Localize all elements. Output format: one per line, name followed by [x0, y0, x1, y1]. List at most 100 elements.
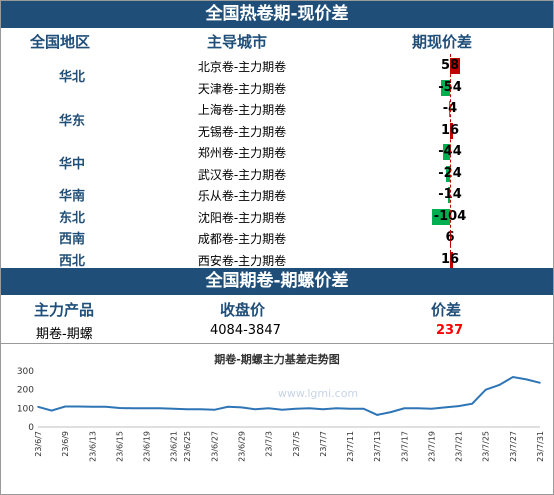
product-value: 期卷-期螺: [36, 327, 93, 342]
data-point: [403, 407, 406, 410]
region-dongbei: 东北: [58, 211, 85, 226]
data-point: [186, 408, 188, 411]
data-point: [37, 406, 39, 408]
x-tick-label: 23/7/3: [265, 431, 274, 457]
x-tick-label: 23/6/9: [61, 431, 70, 457]
data-point: [349, 407, 351, 410]
x-tick-label: 23/6/27: [210, 431, 219, 462]
data-point: [254, 408, 256, 411]
header-city: 主导城市: [207, 33, 268, 51]
basis-trend-chart: 期卷-期螺主力基差走势图 www.lgmi.com 0 100 200 300 23/6/7…: [8, 347, 546, 491]
city-label: 成都卷-主力期卷: [197, 232, 287, 246]
x-tick-label: 23/6/19: [143, 431, 152, 462]
city-label: 西安卷-主力期卷: [197, 253, 287, 268]
data-point: [213, 409, 216, 411]
header-spread: 期现价差: [412, 33, 473, 51]
city-label: 沈阳卷-主力期卷: [197, 210, 287, 225]
data-point: [200, 408, 202, 411]
x-tick-label: 23/7/11: [346, 431, 355, 462]
data-point: [512, 376, 514, 378]
data-point: [295, 407, 297, 410]
header-spread2: 价差: [431, 301, 462, 319]
data-point: [240, 406, 243, 409]
x-tick-label: 23/7/19: [428, 431, 437, 462]
spread-bar: [432, 208, 450, 225]
header-product: 主力产品: [34, 301, 95, 319]
data-point: [77, 405, 80, 408]
data-point: [444, 406, 446, 409]
data-point: [484, 388, 487, 391]
data-point: [457, 405, 460, 407]
x-tick-label: 23/7/17: [400, 431, 409, 462]
data-point: [308, 407, 311, 410]
region-huadong: 华东: [58, 114, 85, 129]
spread-value-label: 6: [445, 230, 455, 245]
data-point: [105, 406, 107, 408]
header-close: 收盘价: [220, 301, 266, 319]
x-tick-label: 23/7/31: [536, 431, 545, 462]
spread-bar: [450, 251, 453, 268]
x-tick-label: 23/6/7: [34, 431, 43, 457]
city-label: 无锡卷-主力期卷: [197, 124, 287, 139]
region-huanan: 华南: [58, 189, 85, 204]
region-xibei: 西北: [58, 254, 85, 269]
section-divider: [1, 343, 553, 344]
city-label: 天津卷-主力期卷: [197, 81, 287, 96]
x-tick-label: 23/6/25: [183, 431, 192, 462]
data-point: [471, 402, 474, 405]
data-point: [145, 407, 148, 410]
x-tick-label: 23/7/21: [455, 431, 464, 462]
data-point: [335, 407, 338, 410]
y-tick-label: 300: [17, 367, 34, 377]
spread-bar: [447, 187, 450, 203]
city-label: 武汉卷-主力期卷: [197, 167, 287, 182]
data-point: [362, 407, 365, 410]
data-point: [159, 407, 161, 410]
city-label: 乐从卷-主力期卷: [197, 189, 287, 203]
data-point: [50, 409, 53, 412]
city-label: 北京卷-主力期卷: [197, 60, 287, 74]
region-huazhong: 华中: [58, 157, 85, 172]
x-tick-label: 23/7/25: [482, 431, 491, 462]
x-tick-label: 23/7/27: [509, 431, 518, 462]
section2-title: 全国期卷-期螺价差: [1, 268, 553, 295]
data-point: [498, 384, 501, 386]
x-tick-label: 23/7/7: [319, 431, 328, 457]
header-region: 全国地区: [30, 33, 91, 51]
basis-series-line: [37, 375, 541, 416]
spread-bar: [449, 101, 450, 117]
data-point: [267, 407, 270, 410]
zero-axis-line: [450, 54, 451, 268]
city-label: 郑州卷-主力期卷: [197, 146, 287, 160]
data-point: [376, 414, 379, 416]
spread-value-label: -104: [433, 208, 467, 224]
spread-bar: [445, 165, 450, 182]
data-point: [281, 409, 284, 411]
spread-value-label: -4: [442, 101, 458, 116]
close-value: 4084-3847: [210, 323, 281, 338]
y-tick-label: 100: [17, 404, 34, 414]
spread-value: 237: [436, 323, 464, 338]
x-tick-label: 23/6/21: [170, 431, 179, 462]
spread-bar: [440, 79, 450, 96]
x-tick-label: 23/6/29: [238, 431, 247, 462]
spread-bar: [450, 122, 453, 139]
chart-svg: 期卷-期螺主力基差走势图 www.lgmi.com 0 100 200 300 23/6/7…: [17, 352, 545, 462]
chart-title: 期卷-期螺主力基差走势图: [214, 352, 340, 366]
spread-bar: [442, 144, 450, 160]
data-point: [227, 406, 229, 408]
data-point: [539, 382, 541, 384]
data-point: [390, 411, 392, 413]
data-point: [118, 407, 121, 409]
region-xinan: 西南: [58, 232, 85, 247]
x-tick-label: 23/7/5: [292, 431, 301, 457]
chart-watermark: www.lgmi.com: [278, 387, 358, 400]
data-point: [132, 407, 134, 410]
data-point: [322, 408, 324, 411]
x-tick-label: 23/7/13: [373, 431, 382, 462]
data-point: [91, 406, 94, 408]
data-point: [172, 407, 175, 410]
x-tick-label: 23/6/13: [88, 431, 97, 462]
data-point: [417, 407, 419, 410]
spread-bar: [450, 58, 460, 74]
